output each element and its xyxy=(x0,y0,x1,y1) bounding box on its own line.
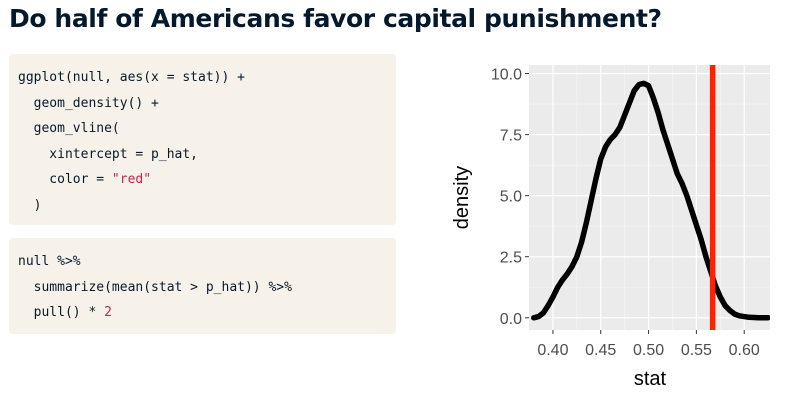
code-number: 2 xyxy=(104,305,112,320)
x-tick-label: 0.50 xyxy=(633,342,664,359)
code-line: null %>% xyxy=(18,249,387,275)
y-tick-label: 5.0 xyxy=(500,189,522,206)
density-curve xyxy=(531,80,770,321)
code-string: "red" xyxy=(111,172,152,187)
plot-panel xyxy=(529,65,770,330)
code-text: geom_vline( xyxy=(18,121,120,136)
page-title: Do half of Americans favor capital punis… xyxy=(9,4,662,33)
code-text: color = xyxy=(18,172,112,187)
code-text: null %>% xyxy=(18,254,81,269)
code-text: ) xyxy=(18,197,42,213)
x-tick-label: 0.60 xyxy=(729,342,760,359)
code-block-ggplot: ggplot(null, aes(x = stat)) + geom_densi… xyxy=(9,54,396,225)
x-tick-label: 0.40 xyxy=(537,342,568,359)
code-line: ggplot(null, aes(x = stat)) + xyxy=(18,65,387,91)
code-line: geom_density() + xyxy=(18,91,387,117)
y-tick-label: 2.5 xyxy=(500,250,522,267)
code-text: geom_density() + xyxy=(18,95,159,111)
code-text: ggplot(null, aes(x = stat)) + xyxy=(18,70,245,85)
code-line: pull() * 2 xyxy=(18,300,387,326)
y-tick-label: 10.0 xyxy=(491,67,522,84)
code-line: summarize(mean(stat > p_hat)) %>% xyxy=(18,275,387,301)
code-line: geom_vline( xyxy=(18,116,387,142)
y-tick-label: 7.5 xyxy=(500,128,522,145)
code-text: xintercept = p_hat, xyxy=(18,146,199,162)
y-tick-label: 0.0 xyxy=(500,311,522,328)
density-chart: 0.40 0.45 0.50 0.55 0.60 0.0 2.5 5.0 7.5 10.0 stat… xyxy=(451,65,770,390)
code-line: xintercept = p_hat, xyxy=(18,142,387,168)
code-text: pull() * xyxy=(18,305,105,320)
x-tick-label: 0.55 xyxy=(681,342,712,359)
code-text: summarize(mean(stat > p_hat)) %>% xyxy=(18,279,292,295)
y-axis-title: density xyxy=(451,166,473,229)
code-block-pvalue: null %>% summarize(mean(stat > p_hat)) %… xyxy=(9,238,396,334)
x-tick-label: 0.45 xyxy=(585,342,616,359)
code-line: ) xyxy=(18,193,387,219)
x-axis-title: stat xyxy=(634,368,667,390)
code-line: color = "red" xyxy=(18,167,387,193)
